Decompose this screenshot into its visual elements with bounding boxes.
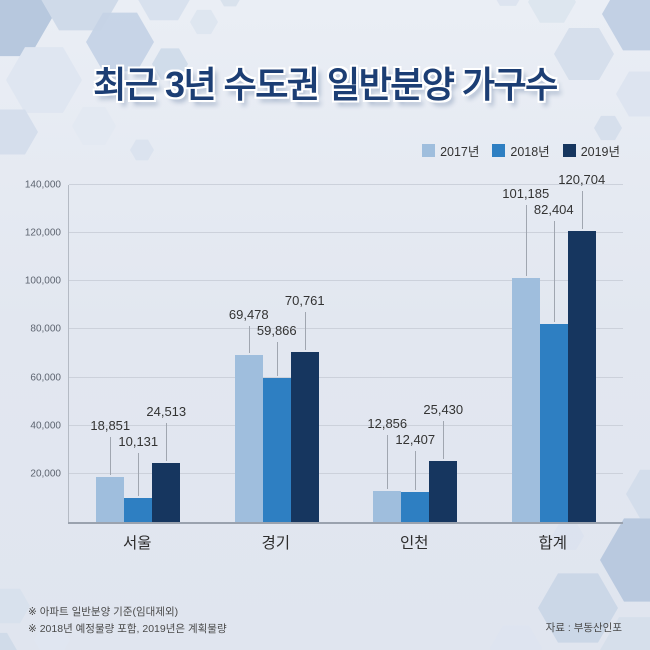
hexagon-shape <box>130 139 154 161</box>
value-leader-line <box>304 311 306 350</box>
hexagon-shape <box>594 115 622 141</box>
value-label-인천-2019년: 25,430 <box>423 401 464 417</box>
hexagon-shape <box>602 0 650 51</box>
bar-group-경기: 69,478 59,866 70,761 <box>208 185 347 522</box>
gridline <box>69 184 623 185</box>
y-axis-tick-label: 20,000 <box>30 468 61 480</box>
value-label-합계-2017년: 101,185 <box>502 186 550 202</box>
bar-서울-2019년: 24,513 <box>146 404 186 522</box>
category-label-경기: 경기 <box>261 535 291 552</box>
value-label-경기-2018년: 59,866 <box>256 322 297 338</box>
bar-경기-2018년: 59,866 <box>257 323 297 522</box>
category-label-합계: 합계 <box>538 535 568 552</box>
bar-인천-2018년: 12,407 <box>395 432 435 522</box>
hexagon-shape <box>220 0 240 7</box>
value-label-합계-2019년: 120,704 <box>558 172 606 188</box>
y-axis-tick-label: 60,000 <box>30 372 61 384</box>
category-label-서울: 서울 <box>122 535 152 552</box>
bar-합계-2018년: 82,404 <box>534 202 574 522</box>
legend-item-2017년: 2017년 <box>422 141 479 160</box>
hexagon-shape <box>490 625 542 650</box>
value-label-서울-2017년: 18,851 <box>90 418 131 433</box>
footnote-line-1: ※ 아파트 일반분양 기준(임대제외) <box>28 606 179 619</box>
footnote-line-2: ※ 2018년 예정물량 포함, 2019년은 계획물량 <box>28 622 227 635</box>
legend-item-2018년: 2018년 <box>492 141 550 160</box>
hexagon-shape <box>0 0 52 57</box>
value-leader-line <box>581 191 583 230</box>
value-leader-line <box>110 437 112 475</box>
value-leader-line <box>415 450 417 491</box>
hexagon-shape <box>138 0 190 21</box>
bar-group-합계: 101,185 82,404 120,704 <box>485 172 624 522</box>
gridline <box>69 232 623 234</box>
value-label-경기-2017년: 69,478 <box>228 306 269 322</box>
value-label-경기-2019년: 70,761 <box>284 292 325 308</box>
value-leader-line <box>166 423 168 461</box>
hexagon-shape <box>72 106 116 146</box>
bar-group-서울: 18,851 10,131 24,513 <box>69 185 208 522</box>
hexagon-shape <box>0 588 30 624</box>
plot-area: 20,000 40,000 60,000 80,000 100,000 120,000 14… <box>25 172 624 524</box>
bar-합계-2019년: 120,704 <box>558 172 605 522</box>
category-label-인천: 인천 <box>399 535 429 552</box>
value-leader-line <box>387 434 389 490</box>
hexagon-shape <box>41 0 119 31</box>
value-label-서울-2019년: 24,513 <box>146 404 187 419</box>
x-axis-labels: 서울 경기 인천 합계 <box>68 531 622 553</box>
legend-label: 2017년 <box>440 145 480 159</box>
y-axis-tick-label: 120,000 <box>24 227 61 239</box>
source-label: 자료 : 부동산인포 <box>545 622 622 634</box>
hexagon-shape <box>528 0 576 23</box>
chart-title: 최근 3년 수도권 일반분양 가구수 <box>93 64 558 105</box>
bar-인천-2019년: 25,430 <box>423 402 463 522</box>
x-axis-line <box>68 522 623 524</box>
bar-경기-2019년: 70,761 <box>285 293 325 522</box>
legend-swatch <box>492 144 506 157</box>
value-label-합계-2018년: 82,404 <box>533 202 574 218</box>
bar-합계-2017년: 101,185 <box>502 186 549 522</box>
y-axis-tick-label: 40,000 <box>30 420 61 432</box>
value-leader-line <box>525 205 527 277</box>
bar-인천-2017년: 12,856 <box>367 416 407 522</box>
y-axis-tick-label: 80,000 <box>30 323 61 335</box>
value-leader-line <box>276 341 278 376</box>
hexagon-shape <box>190 9 218 35</box>
legend-item-2019년: 2019년 <box>562 141 620 160</box>
y-axis-tick-label: 100,000 <box>24 275 61 287</box>
footnotes: ※ 아파트 일반분양 기준(임대제외) ※ 2018년 예정물량 포함, 201… <box>28 604 227 637</box>
value-leader-line <box>138 453 140 496</box>
bar-서울-2017년: 18,851 <box>90 418 130 522</box>
hexagon-shape <box>0 109 38 155</box>
value-label-서울-2018년: 10,131 <box>118 434 159 449</box>
legend-label: 2018년 <box>510 145 550 159</box>
gridline <box>69 376 623 378</box>
gridline <box>69 472 623 474</box>
value-leader-line <box>553 221 555 322</box>
value-label-인천-2017년: 12,856 <box>367 415 408 431</box>
bar-groups-layer: 18,851 10,131 24,513 69,478 59,866 70,761 12,8… <box>69 172 624 522</box>
bar-경기-2017년: 69,478 <box>229 307 269 522</box>
hexagon-shape <box>496 0 520 6</box>
legend-swatch <box>562 144 576 157</box>
gridline <box>69 280 623 282</box>
legend-label: 2019년 <box>580 145 620 159</box>
chart-legend: 2017년 2018년 2019년 <box>422 141 620 160</box>
bar-서울-2018년: 10,131 <box>118 434 158 522</box>
hexagon-shape <box>626 469 650 519</box>
bar-group-인천: 12,856 12,407 25,430 <box>346 185 485 522</box>
y-axis-tick-label: 140,000 <box>24 179 61 191</box>
gridline <box>69 328 623 330</box>
value-label-인천-2018년: 12,407 <box>395 431 436 447</box>
value-leader-line <box>248 325 250 353</box>
gridline <box>69 424 623 426</box>
value-leader-line <box>443 420 445 459</box>
legend-swatch <box>422 144 436 157</box>
hexagon-shape <box>0 632 17 650</box>
